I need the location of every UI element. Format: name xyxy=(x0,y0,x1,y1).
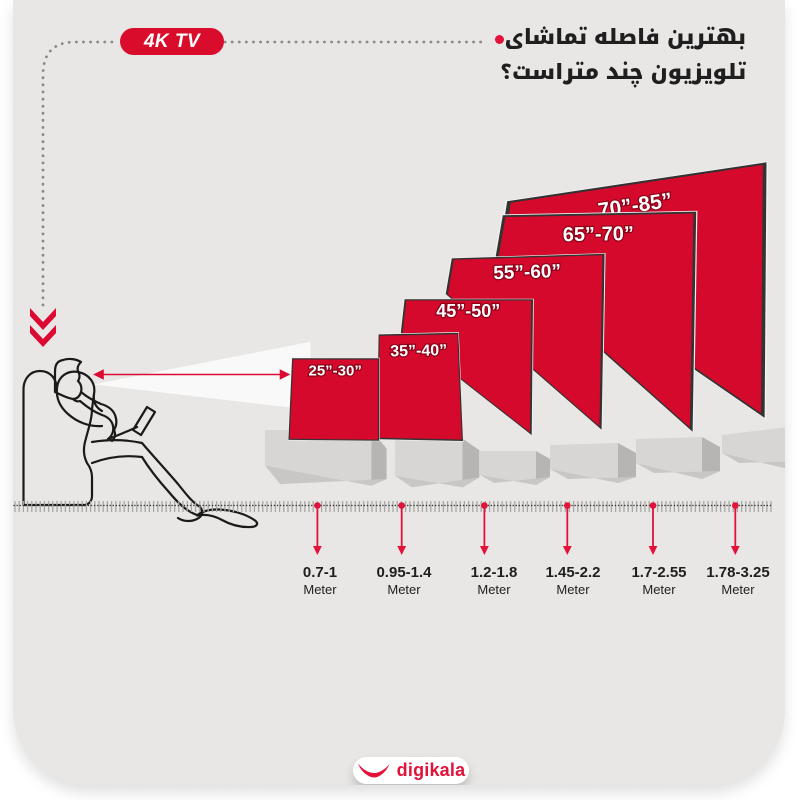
svg-text:65”-70”: 65”-70” xyxy=(563,223,635,246)
svg-text:25”-30”: 25”-30” xyxy=(309,362,362,379)
svg-text:45”-50”: 45”-50” xyxy=(436,301,500,321)
svg-text:55”-60”: 55”-60” xyxy=(493,261,561,284)
svg-text:35”-40”: 35”-40” xyxy=(390,342,447,360)
